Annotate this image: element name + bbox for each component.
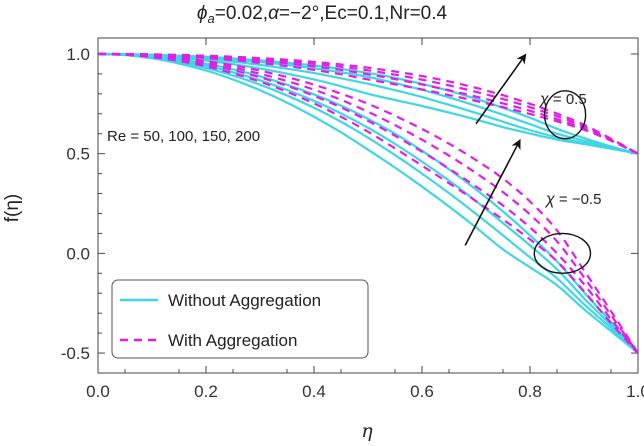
- title-rest: =−2°,Ec=0.1,Nr=0.4: [279, 3, 448, 24]
- x-tick-label: 0.8: [518, 382, 542, 401]
- highlight-ellipse: [543, 90, 587, 140]
- title-phi-sub: a: [207, 11, 214, 26]
- chi-negative-symbol: χ: [544, 191, 555, 208]
- trend-arrow: [475, 53, 527, 125]
- x-tick-label: 0.4: [302, 382, 326, 401]
- axis-ticks: [97, 38, 639, 373]
- plot-frame: [97, 37, 639, 374]
- chi-positive-symbol: χ: [538, 91, 549, 108]
- chi-negative-label: χ = −0.5: [544, 191, 601, 208]
- chi-positive-value: = 0.5: [549, 91, 587, 108]
- chi-negative-value: = −0.5: [555, 191, 602, 208]
- x-tick-label: 0.0: [86, 382, 110, 401]
- y-tick-label: 1.0: [66, 45, 90, 64]
- x-tick-label: 0.2: [194, 382, 218, 401]
- trend-arrow: [464, 139, 521, 246]
- series-line-without-aggregation: [98, 52, 638, 354]
- series-line-with-aggregation: [98, 52, 638, 354]
- legend-label-with: With Aggregation: [168, 331, 297, 350]
- y-tick-label: -0.5: [61, 344, 90, 363]
- x-tick-label: 1.0: [626, 382, 644, 401]
- legend-box: [111, 279, 369, 359]
- y-axis-label: f(η): [2, 194, 23, 223]
- re-annotation: Re = 50, 100, 150, 200: [107, 128, 260, 145]
- highlight-ellipses: [533, 90, 592, 274]
- chart-title: ϕa=0.02,α=−2°,Ec=0.1,Nr=0.4: [197, 3, 448, 26]
- y-tick-label: 0.0: [66, 244, 90, 263]
- x-tick-label: 0.6: [410, 382, 434, 401]
- title-phi: ϕ: [197, 3, 208, 24]
- legend-label-without: Without Aggregation: [168, 291, 321, 310]
- series-line-with-aggregation: [98, 52, 638, 354]
- axis-tick-labels: 0.0 0.2 0.4 0.6 0.8 1.0 1.0 0.5 0.0 -0.5: [61, 45, 644, 401]
- series-line-with-aggregation: [98, 52, 638, 354]
- trend-arrows: [464, 53, 527, 246]
- x-axis-label: η: [361, 420, 373, 442]
- series-line-with-aggregation: [98, 52, 638, 155]
- series-line-without-aggregation: [98, 52, 638, 354]
- chi-positive-label: χ = 0.5: [538, 91, 587, 108]
- title-alpha: α: [268, 3, 280, 24]
- title-phi-value: =0.02,: [215, 3, 268, 24]
- legend: Without Aggregation With Aggregation: [111, 279, 369, 359]
- highlight-ellipse: [533, 232, 592, 274]
- series-group: [98, 52, 638, 354]
- y-tick-label: 0.5: [66, 145, 90, 164]
